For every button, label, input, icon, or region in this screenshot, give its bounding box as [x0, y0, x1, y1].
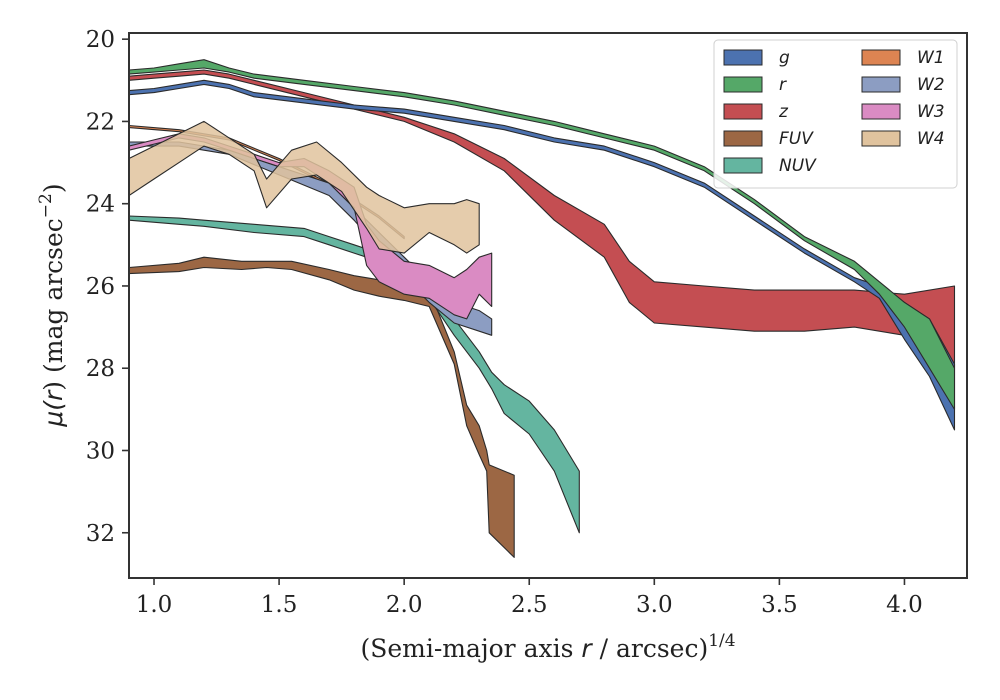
legend-label-w4: W4 — [917, 129, 945, 149]
y-tick-label: 24 — [86, 192, 115, 218]
y-axis-label: μ(r) (mag arcsec−2) — [36, 183, 68, 427]
x-tick-label: 2.0 — [386, 592, 423, 618]
legend-swatch-w3 — [861, 103, 901, 120]
axis-ticks: 1.0 1.5 2.0 2.5 3.0 3.5 4.0 20 22 24 26 28 30 32 — [86, 27, 923, 618]
y-tick-label: 26 — [86, 274, 115, 300]
x-tick-label: 1.5 — [261, 592, 298, 618]
y-tick-label: 30 — [86, 438, 115, 464]
legend-swatch-w4 — [861, 130, 901, 147]
band-g — [129, 79, 956, 431]
legend-label-g: g — [779, 48, 790, 68]
y-tick-label: 22 — [86, 109, 115, 135]
legend-swatch-fuv — [723, 130, 763, 147]
band-nuv — [129, 215, 580, 534]
x-tick-label: 3.0 — [636, 592, 673, 618]
x-tick-label: 2.5 — [511, 592, 548, 618]
profile-bands — [129, 59, 956, 558]
legend-swatch-w1 — [861, 49, 901, 66]
legend-swatch-nuv — [723, 157, 763, 174]
band-w4 — [129, 120, 480, 254]
x-tick-label: 4.0 — [886, 592, 923, 618]
legend: grz FUV NUV W1 W2 W3 W4 — [713, 39, 958, 189]
legend-swatch-z — [723, 103, 763, 120]
x-axis-label: (Semi-major axis r / arcsec)1/4 — [360, 631, 735, 663]
legend-label-nuv: NUV — [779, 156, 817, 176]
band-r — [129, 59, 956, 410]
y-tick-label: 32 — [86, 521, 115, 547]
legend-label-fuv: FUV — [779, 129, 814, 149]
band-fuv — [129, 256, 515, 558]
legend-swatch-w2 — [861, 76, 901, 93]
legend-swatch-r — [723, 76, 763, 93]
y-tick-label: 28 — [86, 356, 115, 382]
plot-frame — [128, 32, 968, 579]
legend-swatch-g — [723, 49, 763, 66]
x-tick-label: 1.0 — [136, 592, 173, 618]
legend-label-w1: W1 — [917, 48, 945, 68]
legend-label-r: r — [779, 75, 787, 95]
legend-label-w3: W3 — [917, 102, 945, 122]
legend-label-w2: W2 — [917, 75, 945, 95]
legend-label-z: z — [778, 102, 789, 122]
x-tick-label: 3.5 — [761, 592, 798, 618]
y-tick-label: 20 — [86, 27, 115, 53]
